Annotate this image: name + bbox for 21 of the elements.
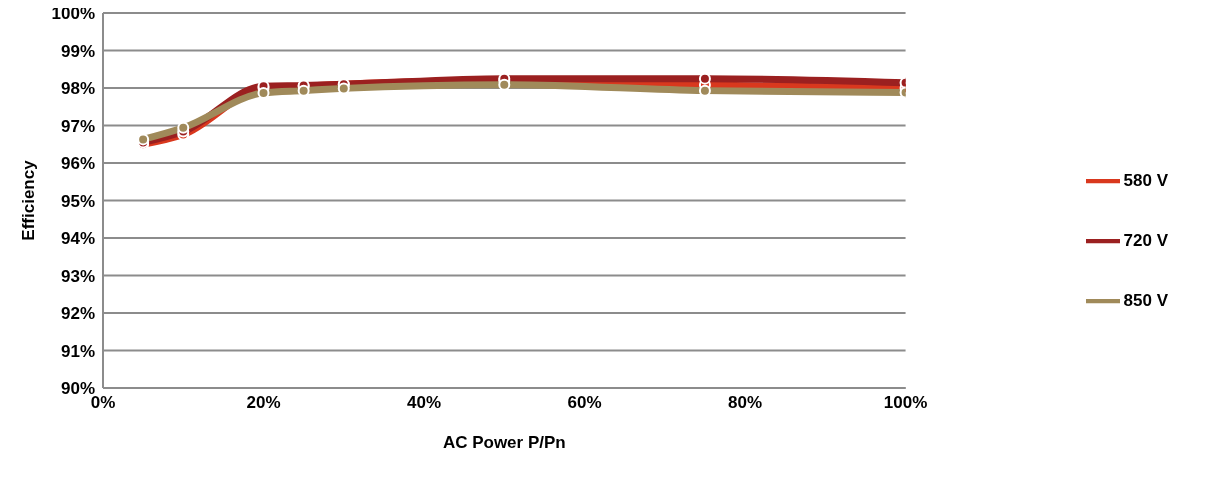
x-tick-label: 0% <box>90 393 116 413</box>
y-tick-label: 96% <box>60 154 95 174</box>
y-tick-label: 99% <box>60 41 95 61</box>
x-tick-label: 100% <box>883 393 928 413</box>
legend-label: 850 V <box>1123 290 1168 310</box>
y-tick-label: 97% <box>60 116 95 136</box>
legend-label: 580 V <box>1123 170 1168 190</box>
y-tick-label: 100% <box>51 4 95 24</box>
y-tick-label: 92% <box>60 304 95 324</box>
x-tick-label: 20% <box>246 393 281 413</box>
y-tick-label: 95% <box>60 191 95 211</box>
x-tick-label: 40% <box>407 393 442 413</box>
y-axis-title: Efficiency <box>19 159 39 241</box>
y-tick-label: 94% <box>60 229 95 249</box>
x-axis-title: AC Power P/Pn <box>442 433 566 452</box>
y-tick-label: 98% <box>60 79 95 99</box>
y-tick-label: 91% <box>60 341 95 361</box>
x-tick-label: 80% <box>728 393 763 413</box>
y-tick-label: 93% <box>60 266 95 286</box>
x-tick-label: 60% <box>567 393 602 413</box>
legend-label: 720 V <box>1123 230 1168 250</box>
